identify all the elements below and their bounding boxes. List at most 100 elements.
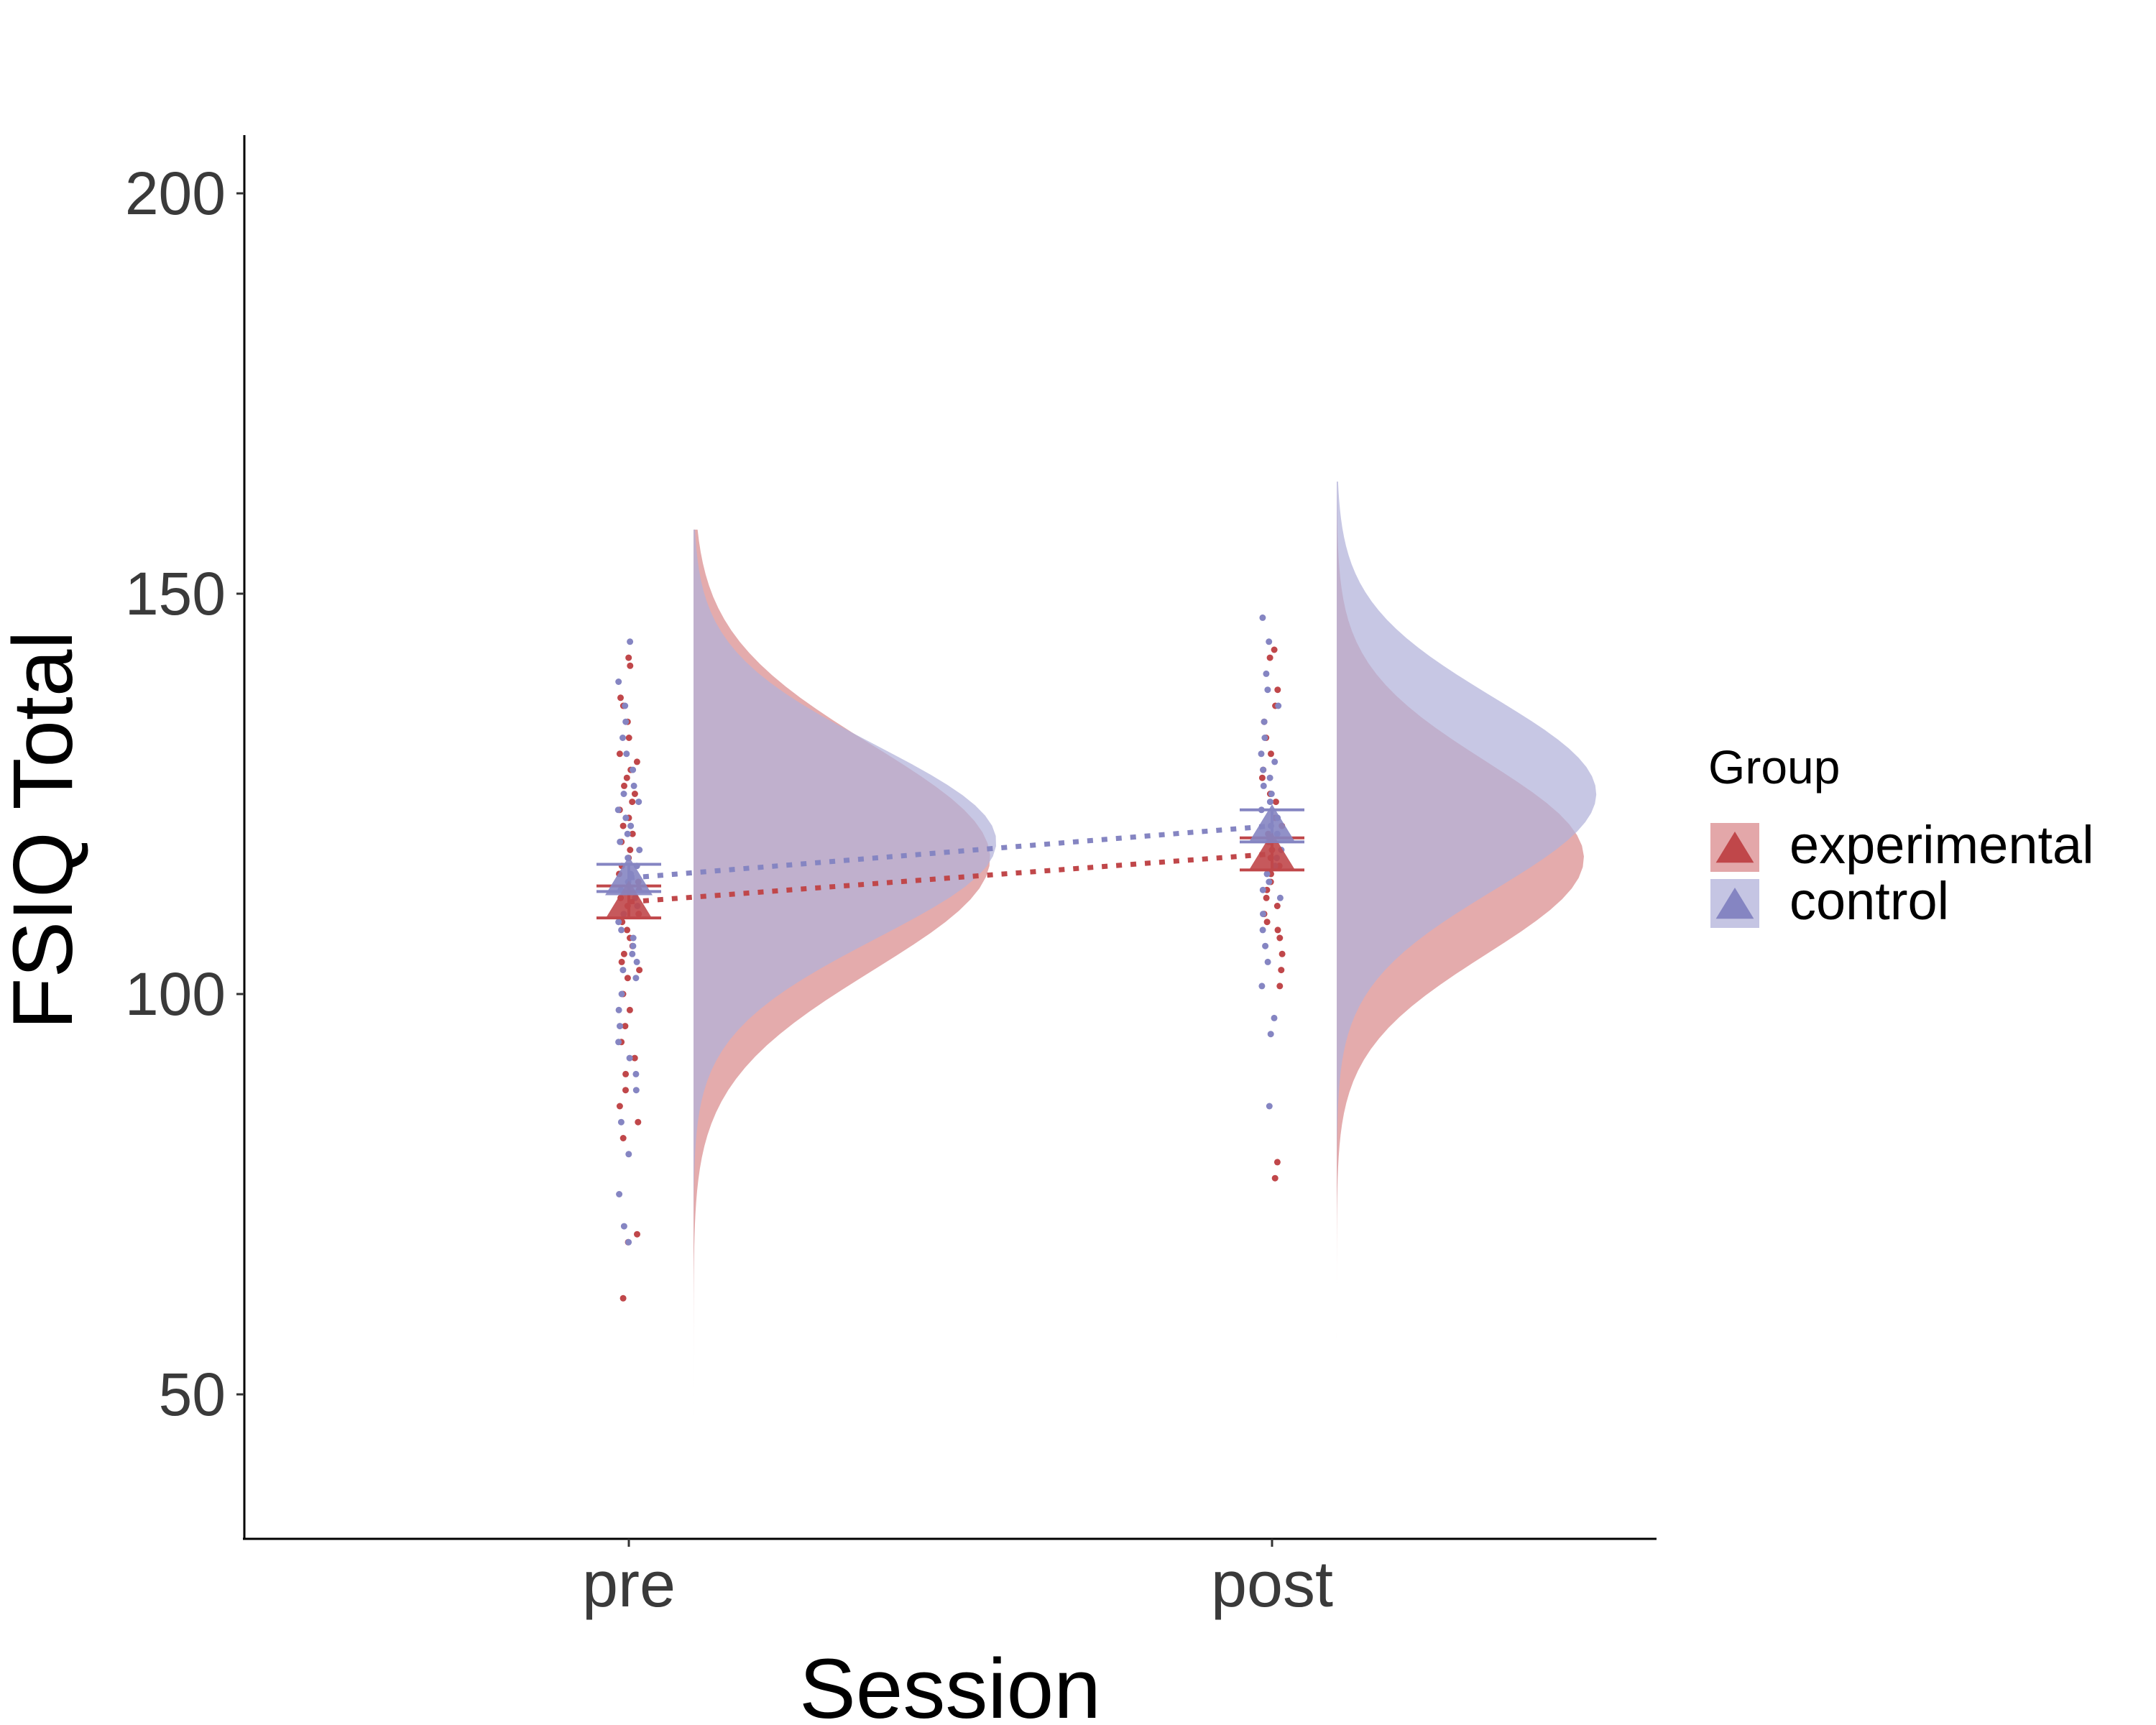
data-point-experimental bbox=[627, 662, 634, 669]
data-point-experimental bbox=[621, 782, 627, 789]
legend-label-experimental: experimental bbox=[1789, 815, 2094, 875]
data-point-control bbox=[630, 782, 637, 789]
data-point-experimental bbox=[1273, 903, 1281, 909]
data-point-control bbox=[1263, 870, 1271, 878]
data-point-control bbox=[1266, 774, 1273, 781]
data-point-experimental bbox=[616, 1103, 623, 1110]
data-point-control bbox=[1259, 886, 1266, 893]
data-point-control bbox=[630, 942, 637, 949]
mean-markers bbox=[605, 804, 1296, 919]
data-point-control bbox=[1266, 799, 1273, 806]
legend-marker-experimental bbox=[1715, 832, 1754, 863]
mean-trend-lines bbox=[628, 823, 1273, 905]
data-point-control bbox=[1266, 638, 1273, 645]
data-point-control bbox=[632, 975, 640, 982]
data-point-experimental bbox=[622, 1070, 630, 1077]
data-point-experimental bbox=[1278, 967, 1285, 974]
data-point-control bbox=[614, 806, 622, 814]
x-tick-label: post bbox=[1211, 1549, 1333, 1621]
data-point-experimental bbox=[619, 1294, 627, 1302]
data-point-experimental bbox=[636, 967, 643, 974]
data-point-experimental bbox=[618, 958, 625, 965]
data-point-control bbox=[623, 750, 630, 758]
data-point-experimental bbox=[616, 750, 623, 758]
data-point-control bbox=[617, 838, 624, 845]
data-point-control bbox=[615, 1006, 622, 1013]
data-point-experimental bbox=[1279, 950, 1286, 957]
data-point-control bbox=[615, 919, 622, 926]
data-point-control bbox=[620, 791, 627, 797]
data-point-control bbox=[635, 799, 642, 806]
data-point-experimental bbox=[625, 735, 632, 741]
data-point-experimental bbox=[1266, 654, 1273, 661]
y-axis-ticks: 50 100 150 200 bbox=[125, 160, 244, 1428]
data-point-experimental bbox=[620, 950, 627, 957]
data-point-control bbox=[619, 967, 627, 974]
mean-marker-control bbox=[1248, 804, 1296, 844]
data-point-experimental bbox=[633, 758, 640, 765]
data-point-control bbox=[632, 1070, 640, 1077]
y-tick-label: 150 bbox=[125, 560, 226, 627]
data-point-control bbox=[1260, 911, 1266, 918]
data-point-control bbox=[622, 814, 630, 822]
data-point-experimental bbox=[1263, 919, 1271, 926]
data-point-control bbox=[1261, 718, 1268, 725]
y-axis-title: FSIQ Total bbox=[0, 630, 91, 1029]
data-point-experimental bbox=[624, 975, 631, 982]
jitter-points bbox=[614, 614, 1286, 1302]
legend-title: Group bbox=[1708, 740, 1840, 794]
data-point-control bbox=[1260, 782, 1267, 789]
data-point-control bbox=[1271, 1014, 1278, 1021]
data-point-control bbox=[1262, 942, 1269, 949]
data-point-experimental bbox=[622, 1023, 629, 1030]
y-tick-label: 100 bbox=[125, 960, 226, 1028]
data-point-experimental bbox=[629, 799, 636, 806]
data-point-control bbox=[625, 1151, 632, 1158]
data-point-control bbox=[1275, 702, 1282, 709]
data-point-control bbox=[1267, 1031, 1274, 1038]
data-point-control bbox=[622, 702, 629, 709]
data-point-control bbox=[626, 1054, 633, 1062]
data-point-experimental bbox=[631, 1054, 638, 1062]
data-point-experimental bbox=[1274, 686, 1281, 694]
data-point-experimental bbox=[619, 1135, 627, 1141]
data-point-experimental bbox=[1271, 646, 1278, 653]
data-point-control bbox=[1260, 766, 1267, 773]
data-point-experimental bbox=[634, 1230, 640, 1238]
data-point-control bbox=[632, 1087, 640, 1094]
data-point-control bbox=[1271, 758, 1279, 765]
data-point-experimental bbox=[1273, 1159, 1281, 1166]
data-point-experimental bbox=[627, 847, 634, 853]
mean-marker-control bbox=[605, 856, 653, 896]
data-point-control bbox=[619, 735, 626, 741]
data-point-control bbox=[629, 950, 636, 957]
data-point-control bbox=[633, 958, 640, 965]
data-point-control bbox=[1266, 1103, 1273, 1110]
data-point-experimental bbox=[1276, 983, 1284, 990]
data-point-control bbox=[636, 847, 643, 853]
data-point-experimental bbox=[619, 822, 627, 829]
density-cloud-control-pre bbox=[694, 529, 996, 1347]
data-point-experimental bbox=[629, 830, 636, 837]
mean-line-experimental bbox=[628, 851, 1273, 905]
data-point-experimental bbox=[631, 791, 638, 797]
data-point-experimental bbox=[1263, 894, 1270, 901]
data-point-control bbox=[617, 1118, 625, 1126]
data-point-control bbox=[617, 1023, 623, 1030]
mean-marker-experimental bbox=[1248, 832, 1296, 872]
data-point-control bbox=[624, 830, 631, 837]
mean-marker-experimental bbox=[605, 880, 653, 919]
data-point-experimental bbox=[625, 654, 632, 661]
data-point-control bbox=[618, 990, 625, 998]
x-axis-title: Session bbox=[799, 1642, 1101, 1725]
data-point-control bbox=[1264, 958, 1271, 965]
y-tick-label: 50 bbox=[159, 1361, 226, 1428]
data-point-control bbox=[1259, 926, 1266, 934]
legend-marker-control bbox=[1715, 888, 1754, 919]
x-axis-ticks: pre post bbox=[582, 1539, 1333, 1621]
data-point-control bbox=[1268, 791, 1275, 797]
data-point-experimental bbox=[617, 694, 624, 702]
density-clouds bbox=[694, 482, 1597, 1427]
